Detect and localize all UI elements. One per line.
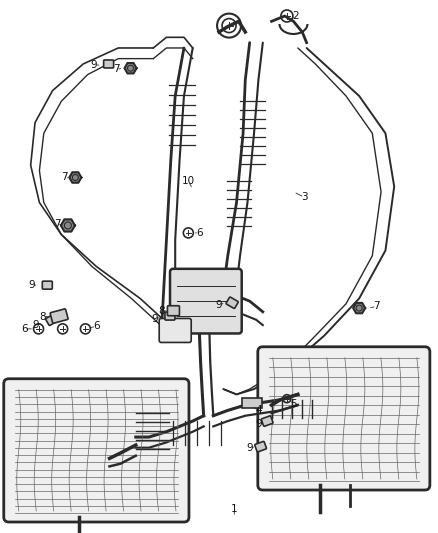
FancyBboxPatch shape bbox=[104, 60, 113, 68]
Polygon shape bbox=[353, 303, 365, 313]
FancyBboxPatch shape bbox=[226, 297, 238, 309]
FancyBboxPatch shape bbox=[258, 347, 430, 490]
FancyBboxPatch shape bbox=[167, 306, 180, 316]
Text: 7: 7 bbox=[113, 64, 120, 74]
Text: 1: 1 bbox=[231, 504, 238, 514]
Text: 5: 5 bbox=[290, 399, 297, 409]
Polygon shape bbox=[124, 63, 137, 74]
FancyBboxPatch shape bbox=[159, 318, 191, 343]
Polygon shape bbox=[61, 220, 75, 231]
Text: 9: 9 bbox=[28, 280, 35, 290]
Text: 10: 10 bbox=[182, 176, 195, 186]
Text: 7: 7 bbox=[373, 302, 380, 311]
Text: 6: 6 bbox=[21, 324, 28, 334]
Text: 3: 3 bbox=[301, 192, 308, 202]
Text: 7: 7 bbox=[53, 219, 60, 229]
FancyBboxPatch shape bbox=[242, 399, 262, 408]
FancyBboxPatch shape bbox=[46, 314, 58, 326]
FancyBboxPatch shape bbox=[170, 269, 242, 334]
Text: 6: 6 bbox=[93, 321, 100, 331]
Text: 9: 9 bbox=[215, 300, 223, 310]
Text: 8: 8 bbox=[159, 306, 166, 316]
Text: 2: 2 bbox=[292, 11, 299, 21]
FancyBboxPatch shape bbox=[50, 309, 68, 323]
Text: 6: 6 bbox=[196, 228, 203, 238]
FancyBboxPatch shape bbox=[42, 281, 52, 289]
FancyBboxPatch shape bbox=[4, 379, 189, 522]
Text: 7: 7 bbox=[61, 173, 68, 182]
Text: 4: 4 bbox=[255, 406, 262, 415]
Text: 8: 8 bbox=[39, 312, 46, 322]
FancyBboxPatch shape bbox=[255, 441, 266, 452]
Polygon shape bbox=[69, 172, 81, 183]
FancyBboxPatch shape bbox=[261, 416, 273, 426]
Text: 9: 9 bbox=[246, 443, 253, 453]
FancyBboxPatch shape bbox=[165, 312, 175, 320]
Text: 9: 9 bbox=[152, 314, 159, 324]
Text: 9: 9 bbox=[32, 320, 39, 330]
Text: 9: 9 bbox=[255, 419, 262, 429]
Text: 9: 9 bbox=[91, 60, 98, 70]
